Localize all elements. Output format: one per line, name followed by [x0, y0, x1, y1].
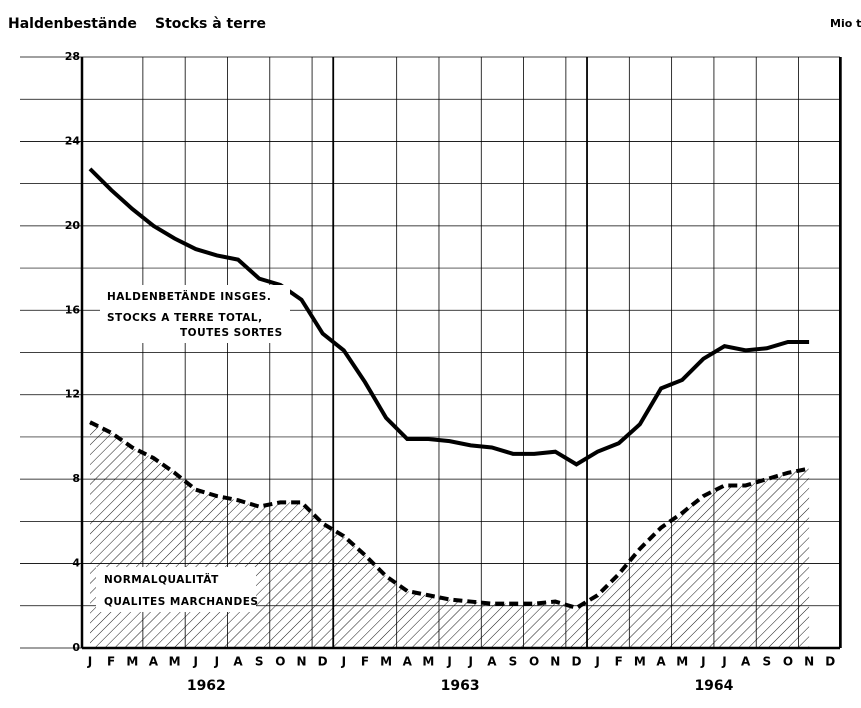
line	[88, 167, 810, 467]
y-tick-label: 12	[65, 388, 80, 401]
x-tick-label: A	[741, 655, 751, 669]
x-tick-label: D	[825, 655, 835, 669]
x-tick-label: J	[341, 655, 346, 669]
x-tick-label: A	[403, 655, 413, 669]
x-tick-label: A	[487, 655, 497, 669]
x-tick-label: N	[804, 655, 814, 669]
chart-subtitle: Stocks à terre	[155, 16, 266, 32]
x-tick-label: N	[550, 655, 560, 669]
x-tick-label: F	[615, 655, 623, 669]
chart-title: Haldenbestände	[8, 16, 137, 32]
x-tick-label: O	[529, 655, 539, 669]
annotation-box	[96, 567, 256, 612]
y-tick-label: 0	[72, 641, 80, 654]
x-tick-label: A	[149, 655, 159, 669]
x-tick-label: S	[255, 655, 264, 669]
year-label: 1963	[441, 678, 480, 694]
x-tick-label: D	[318, 655, 328, 669]
x-tick-label: J	[193, 655, 198, 669]
x-tick-label: O	[275, 655, 285, 669]
unit-label: Mio t	[830, 17, 861, 30]
x-tick-label: A	[656, 655, 666, 669]
annotation: QUALITES MARCHANDES	[104, 596, 258, 608]
x-tick-label: D	[571, 655, 581, 669]
annotation: STOCKS A TERRE TOTAL,	[107, 312, 263, 324]
x-tick-label: F	[361, 655, 369, 669]
x-tick-label: J	[467, 655, 472, 669]
x-tick-label: J	[214, 655, 219, 669]
y-tick-label: 4	[72, 557, 80, 570]
x-tick-label: F	[107, 655, 115, 669]
x-tick-label: J	[700, 655, 705, 669]
x-tick-label: M	[634, 655, 646, 669]
dashed-line	[89, 420, 810, 611]
y-tick-label: 16	[65, 303, 81, 316]
x-tick-label: M	[380, 655, 392, 669]
x-tick-label: M	[422, 655, 434, 669]
y-tick-label: 24	[65, 134, 81, 147]
y-tick-label: 8	[72, 472, 80, 485]
x-tick-label: M	[169, 655, 181, 669]
x-tick-label: S	[762, 655, 771, 669]
annotation: TOUTES SORTES	[180, 327, 283, 339]
annotation: NORMALQUALITÄT	[104, 572, 219, 586]
x-tick-label: O	[783, 655, 793, 669]
annotation-box	[100, 285, 290, 343]
x-tick-label: J	[594, 655, 599, 669]
x-tick-label: J	[87, 655, 92, 669]
hatched-area	[90, 422, 810, 648]
x-tick-label: S	[509, 655, 518, 669]
y-tick-label: 28	[65, 50, 80, 63]
x-tick-label: M	[126, 655, 138, 669]
x-tick-label: M	[676, 655, 688, 669]
year-label: 1962	[187, 678, 226, 694]
x-tick-label: J	[446, 655, 451, 669]
annotation: HALDENBETÄNDE INSGES.	[107, 289, 271, 303]
x-tick-label: J	[721, 655, 726, 669]
x-tick-label: N	[296, 655, 306, 669]
x-tick-label: A	[233, 655, 243, 669]
y-tick-label: 20	[65, 219, 81, 232]
year-label: 1964	[694, 678, 733, 694]
